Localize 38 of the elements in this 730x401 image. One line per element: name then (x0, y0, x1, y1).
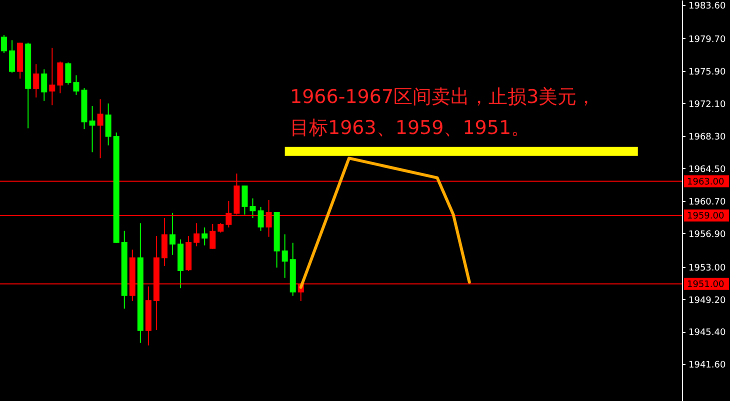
ref-line-label: 1959.00 (687, 211, 724, 222)
annotation: 1966-1967区间卖出，止损3美元， (290, 86, 596, 108)
ref-line-label: 1963.00 (687, 177, 724, 188)
candlestick (105, 102, 112, 146)
ref-line-label: 1951.00 (687, 280, 724, 290)
y-tick-label: 1956.90 (688, 230, 726, 240)
y-tick-label: 1960.70 (688, 197, 726, 208)
candlestick (210, 224, 216, 250)
y-tick-label: 1983.60 (688, 2, 726, 12)
y-tick-label: 1975.90 (688, 67, 726, 78)
candlestick (258, 206, 264, 232)
candlestick (89, 106, 96, 153)
candlestick (161, 218, 168, 266)
y-tick-label: 1968.30 (688, 132, 726, 142)
y-tick-label: 1941.60 (688, 360, 726, 371)
candlestick (242, 185, 248, 216)
y-tick-label: 1953.00 (688, 263, 726, 274)
candlestick (97, 98, 104, 159)
candlestick (202, 226, 208, 246)
candlestick (170, 212, 176, 256)
candlestick (49, 47, 56, 106)
candlestick (33, 64, 40, 98)
candlestick (194, 222, 200, 247)
y-tick-label: 1964.50 (688, 164, 726, 175)
candlestick (250, 198, 256, 219)
y-tick-label: 1945.40 (688, 328, 726, 338)
candlestick (65, 62, 72, 86)
y-tick-label: 1979.70 (688, 34, 726, 45)
candlestick (41, 68, 48, 102)
candlestick (9, 40, 16, 74)
y-tick-label: 1949.20 (688, 296, 726, 306)
y-tick-label: 1972.10 (688, 100, 726, 110)
candlestick (1, 34, 8, 54)
candlestick (218, 222, 224, 234)
candlestick (282, 234, 288, 278)
candlestick (57, 61, 64, 94)
candlestick (73, 74, 80, 96)
annotation: 目标1963、1959、1951。 (290, 117, 530, 139)
